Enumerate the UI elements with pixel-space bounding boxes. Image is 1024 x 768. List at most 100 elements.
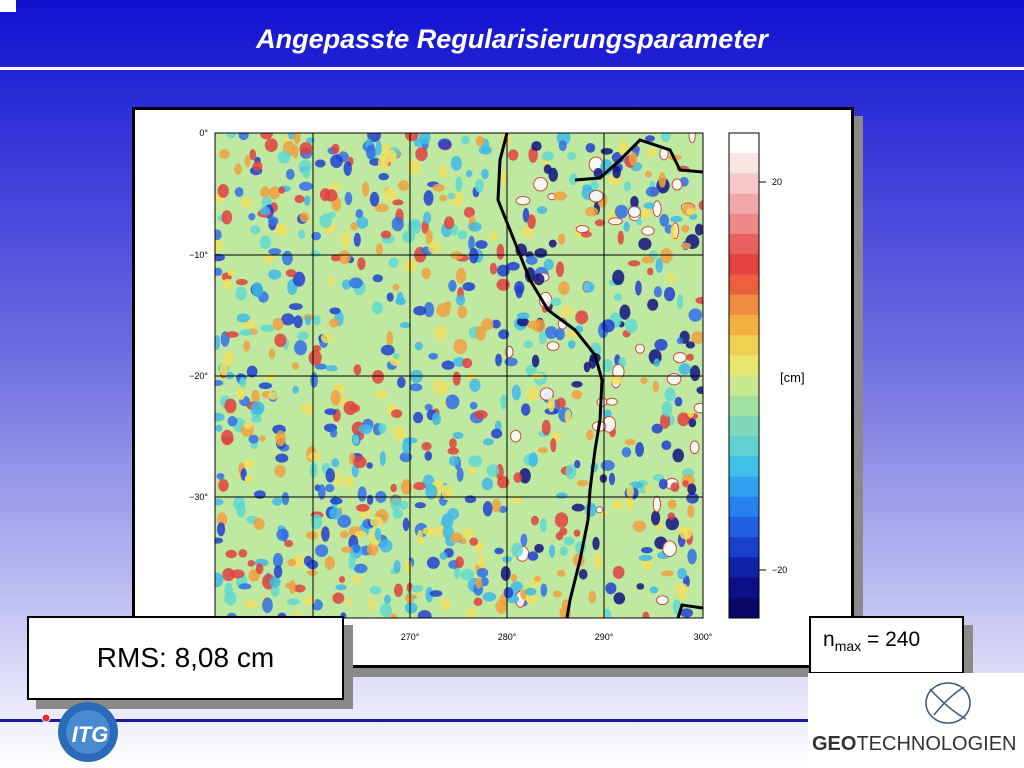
map-blob <box>672 351 687 364</box>
map-blob <box>386 330 394 347</box>
map-blob <box>640 376 648 385</box>
map-blob <box>248 434 259 444</box>
map-blob <box>645 186 660 197</box>
map-blob <box>239 329 253 336</box>
map-blob <box>641 256 655 264</box>
map-blob <box>653 358 660 367</box>
map <box>215 133 703 618</box>
map-blob <box>390 483 397 493</box>
map-blob <box>366 494 374 506</box>
map-blob <box>331 143 340 154</box>
map-blob <box>540 583 548 597</box>
map-blob <box>510 429 522 443</box>
map-blob <box>600 460 615 471</box>
map-blob <box>391 409 403 419</box>
map-blob <box>450 155 462 171</box>
map-blob <box>539 518 547 533</box>
map-blob <box>238 583 252 590</box>
map-blob <box>688 133 696 144</box>
map-blob <box>429 590 443 597</box>
map-blob <box>314 544 329 557</box>
map-blob <box>628 152 638 166</box>
map-blob <box>696 386 703 395</box>
map-blob <box>245 599 258 609</box>
map-blob <box>555 327 565 341</box>
map-blob <box>599 474 608 483</box>
map-blob <box>303 195 311 206</box>
map-blob <box>524 587 537 596</box>
map-blob <box>635 280 642 296</box>
map-blob <box>564 409 572 424</box>
map-blob <box>218 479 229 492</box>
map-blob <box>224 398 237 414</box>
map-blob <box>638 237 652 251</box>
map-blob <box>250 401 265 415</box>
map-blob <box>423 190 434 206</box>
map-blob <box>571 503 585 512</box>
map-blob <box>409 383 423 392</box>
map-blob <box>601 358 613 372</box>
map-blob <box>510 573 518 583</box>
map-blob <box>506 261 520 271</box>
map-blob <box>649 586 659 594</box>
map-blob <box>366 144 376 160</box>
map-blob <box>612 269 625 286</box>
map-blob <box>688 308 703 322</box>
map-blob <box>439 164 448 179</box>
map-blob <box>415 147 428 162</box>
map-blob <box>531 141 542 152</box>
map-blob <box>341 279 352 290</box>
map-blob <box>251 282 263 298</box>
map-blob <box>264 373 276 381</box>
map-blob <box>252 161 263 172</box>
map-blob <box>317 484 326 500</box>
map-blob <box>656 595 669 606</box>
map-blob <box>356 216 369 229</box>
map-blob <box>298 159 312 173</box>
map-blob <box>567 340 576 349</box>
map-blob <box>476 567 489 578</box>
footer-rule <box>0 719 860 722</box>
map-blob <box>500 566 511 581</box>
map-blob <box>366 542 379 556</box>
map-blob <box>431 412 441 426</box>
map-blob <box>584 502 597 517</box>
map-blob <box>557 233 566 245</box>
map-blob <box>425 229 433 245</box>
map-blob <box>440 597 451 611</box>
map-blob <box>384 594 391 605</box>
map-blob <box>608 217 623 226</box>
map-blob <box>525 364 537 376</box>
colorbar-band <box>729 234 759 255</box>
map-blob <box>325 468 336 483</box>
map-blob <box>605 397 618 406</box>
map-blob <box>625 495 634 512</box>
itg-text: ITG <box>72 722 109 747</box>
map-blob <box>395 297 406 306</box>
map-blob <box>555 261 565 278</box>
map-blob <box>679 526 693 540</box>
map-blob <box>337 514 352 528</box>
map-blob <box>390 495 401 512</box>
map-blob <box>465 169 473 178</box>
map-blob <box>588 590 597 604</box>
lat-label: −30° <box>189 492 208 502</box>
map-blob <box>550 297 562 307</box>
map-blob <box>469 401 478 410</box>
map-blob <box>478 145 492 155</box>
map-blob <box>310 372 318 389</box>
map-blob <box>685 341 695 349</box>
map-blob <box>275 453 289 463</box>
map-blob <box>299 181 313 191</box>
map-blob <box>647 267 654 276</box>
map-blob <box>329 307 341 315</box>
map-blob <box>571 389 583 400</box>
map-blob <box>643 202 655 209</box>
map-blob <box>307 569 318 577</box>
map-blob <box>236 313 250 323</box>
map-blob <box>645 170 652 178</box>
map-blob <box>235 278 248 286</box>
map-blob <box>380 230 392 239</box>
map-blob <box>298 229 306 240</box>
